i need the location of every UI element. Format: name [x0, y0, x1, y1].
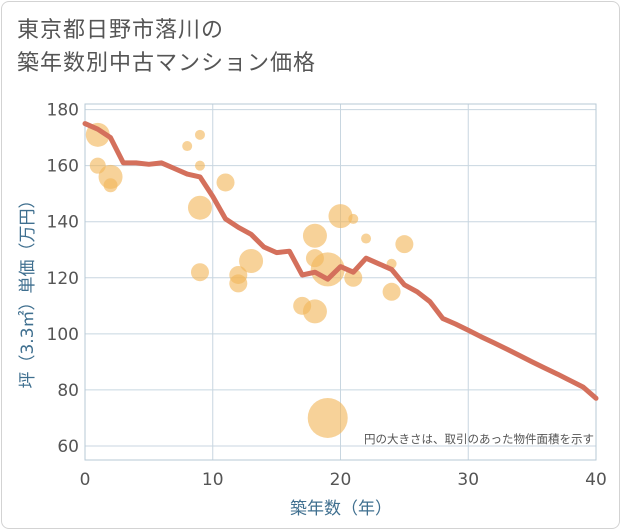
- data-bubble: [194, 160, 205, 171]
- data-bubble: [361, 233, 372, 244]
- data-bubble: [302, 223, 327, 248]
- x-tick-label: 0: [80, 470, 91, 490]
- data-bubble: [194, 129, 205, 140]
- y-tick-labels: 60 80 100 120 140 160 180: [47, 101, 79, 457]
- y-tick-label: 180: [47, 101, 79, 121]
- data-bubble: [187, 195, 212, 220]
- y-tick-label: 120: [47, 269, 79, 289]
- data-bubble: [216, 173, 235, 192]
- bubble-series: [85, 122, 414, 438]
- y-axis-title: 坪（3.3㎡）単価（万円）: [18, 191, 38, 388]
- data-bubble: [182, 141, 193, 152]
- trend-line-series: [82, 121, 599, 401]
- y-tick-label: 100: [47, 325, 79, 345]
- x-tick-label: 30: [457, 470, 479, 490]
- data-bubble: [229, 274, 248, 293]
- x-tick-label: 40: [585, 470, 607, 490]
- plot-area-border: [84, 103, 597, 461]
- data-bubble: [344, 268, 363, 287]
- y-tick-label: 160: [47, 157, 79, 177]
- data-bubble: [307, 397, 348, 438]
- trend-line: [82, 121, 599, 401]
- data-bubble: [348, 213, 359, 224]
- chart-title-line-1: 東京都日野市落川の: [17, 18, 225, 43]
- x-tick-label: 20: [330, 470, 352, 490]
- data-bubble: [310, 252, 345, 287]
- data-bubble: [382, 282, 401, 301]
- chart-title-line-2: 築年数別中古マンション価格: [17, 51, 317, 76]
- y-tick-label: 60: [57, 437, 79, 457]
- data-bubble: [302, 299, 327, 324]
- y-tick-label: 140: [47, 213, 79, 233]
- data-bubble: [239, 248, 264, 273]
- x-tick-labels: 0 10 20 30 40: [80, 470, 607, 490]
- data-bubble: [98, 164, 123, 189]
- bubble-size-note: 円の大きさは、取引のあった物件面積を示す: [364, 432, 594, 446]
- chart-title: 東京都日野市落川の 築年数別中古マンション価格: [17, 14, 316, 80]
- x-tick-label: 10: [202, 470, 224, 490]
- data-bubble: [395, 235, 414, 254]
- y-tick-label: 80: [57, 381, 79, 401]
- data-bubble: [190, 263, 209, 282]
- data-bubble: [328, 204, 353, 229]
- x-axis-title: 築年数（年）: [290, 499, 392, 519]
